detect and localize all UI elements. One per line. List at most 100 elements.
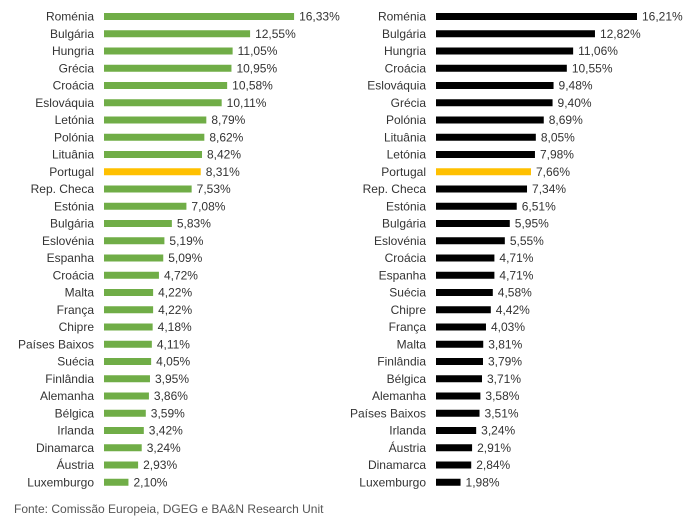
right-bar <box>436 82 554 89</box>
left-category-label: Hungria <box>52 44 94 58</box>
left-bar <box>104 409 146 417</box>
right-bar <box>436 254 495 262</box>
right-value-label: 4,58% <box>498 286 532 300</box>
left-bar <box>104 392 149 400</box>
right-category-label: Polónia <box>386 113 426 127</box>
right-bar <box>436 99 553 107</box>
left-bar <box>104 30 251 38</box>
left-bar <box>104 375 150 383</box>
right-value-label: 8,69% <box>549 113 583 127</box>
left-value-label: 8,31% <box>206 165 240 179</box>
right-value-label: 12,82% <box>600 27 641 41</box>
left-bar-chart: Roménia 16,33% Bulgária 12,55% Hungria 11,05%… <box>18 10 340 490</box>
right-value-label: 9,48% <box>559 79 593 93</box>
right-value-label: 7,66% <box>536 165 570 179</box>
left-value-label: 12,55% <box>255 27 296 41</box>
right-value-label: 6,51% <box>522 199 556 213</box>
left-category-label: Bulgária <box>50 27 94 41</box>
left-value-label: 5,83% <box>177 217 211 231</box>
right-value-label: 9,40% <box>558 96 592 110</box>
right-bar <box>436 323 486 331</box>
left-category-label: Eslováquia <box>35 96 94 110</box>
left-category-label: Finlândia <box>45 372 94 386</box>
left-category-label: Estónia <box>54 199 94 213</box>
right-bar <box>436 30 595 38</box>
right-category-label: Alemanha <box>372 389 426 403</box>
left-bar <box>104 289 154 296</box>
left-value-label: 4,18% <box>158 320 192 334</box>
left-category-label: Países Baixos <box>18 337 94 351</box>
left-value-label: 3,95% <box>155 372 189 386</box>
source-note: Fonte: Comissão Europeia, DGEG e BA&N Re… <box>14 502 324 516</box>
right-value-label: 10,55% <box>572 61 613 75</box>
right-bar <box>436 116 544 124</box>
right-category-label: Estónia <box>386 199 426 213</box>
left-bar <box>104 340 152 348</box>
left-value-label: 3,86% <box>154 389 188 403</box>
left-bar <box>104 271 159 279</box>
left-bar <box>104 323 153 331</box>
right-bar <box>436 220 510 227</box>
left-category-label: Malta <box>65 286 95 300</box>
right-category-label: Letónia <box>387 148 427 162</box>
left-bar <box>104 82 228 89</box>
right-value-label: 2,84% <box>476 458 510 472</box>
left-category-label: Chipre <box>59 320 95 334</box>
right-category-label: Espanha <box>379 268 427 282</box>
left-category-label: Alemanha <box>40 389 94 403</box>
left-category-label: Suécia <box>57 355 94 369</box>
right-bar <box>436 375 483 383</box>
left-bar <box>104 237 165 245</box>
right-value-label: 3,58% <box>485 389 519 403</box>
left-bar <box>104 444 142 452</box>
left-bar <box>104 254 164 262</box>
left-value-label: 8,42% <box>207 148 241 162</box>
right-value-label: 5,95% <box>515 217 549 231</box>
right-bar <box>436 64 567 72</box>
right-category-label: Dinamarca <box>368 458 426 472</box>
left-value-label: 8,79% <box>211 113 245 127</box>
right-bar <box>436 133 536 141</box>
left-value-label: 3,59% <box>151 406 185 420</box>
left-value-label: 4,22% <box>158 303 192 317</box>
right-value-label: 16,21% <box>642 10 683 24</box>
left-value-label: 11,05% <box>238 44 278 58</box>
right-value-label: 2,91% <box>477 441 511 455</box>
left-value-label: 4,72% <box>164 268 198 282</box>
right-value-label: 11,06% <box>578 44 618 58</box>
right-bar <box>436 358 483 365</box>
left-value-label: 4,11% <box>157 337 190 351</box>
left-bar <box>104 47 233 55</box>
right-bar-chart: Roménia 16,21% Bulgária 12,82% Hungria 11,06%… <box>350 10 683 490</box>
left-bar <box>104 151 203 158</box>
right-category-label: Irlanda <box>389 424 426 438</box>
left-category-label: Grécia <box>59 61 95 75</box>
left-bar <box>104 461 139 469</box>
right-bar <box>436 237 505 245</box>
left-value-label: 7,53% <box>197 182 231 196</box>
left-value-label: 4,22% <box>158 286 192 300</box>
right-value-label: 1,98% <box>466 475 500 489</box>
left-value-label: 10,11% <box>227 96 267 110</box>
right-value-label: 3,24% <box>481 424 515 438</box>
right-value-label: 5,55% <box>510 234 544 248</box>
right-value-label: 4,03% <box>491 320 525 334</box>
right-value-label: 4,71% <box>499 268 533 282</box>
right-category-label: Grécia <box>391 96 427 110</box>
left-value-label: 3,24% <box>147 441 181 455</box>
left-category-label: Dinamarca <box>36 441 94 455</box>
right-value-label: 8,05% <box>541 130 575 144</box>
right-category-label: Países Baixos <box>350 406 426 420</box>
right-bar <box>436 47 574 55</box>
right-bar <box>436 427 477 434</box>
right-category-label: Rep. Checa <box>363 182 427 196</box>
left-category-label: Áustria <box>57 457 95 472</box>
bar-charts: Roménia 16,33% Bulgária 12,55% Hungria 11,05%… <box>18 10 683 490</box>
left-category-label: Croácia <box>53 268 95 282</box>
right-category-label: Suécia <box>389 286 426 300</box>
right-category-label: Croácia <box>385 61 427 75</box>
right-value-label: 4,42% <box>496 303 530 317</box>
right-bar <box>436 444 473 452</box>
left-bar <box>104 185 192 193</box>
left-value-label: 16,33% <box>299 10 340 24</box>
